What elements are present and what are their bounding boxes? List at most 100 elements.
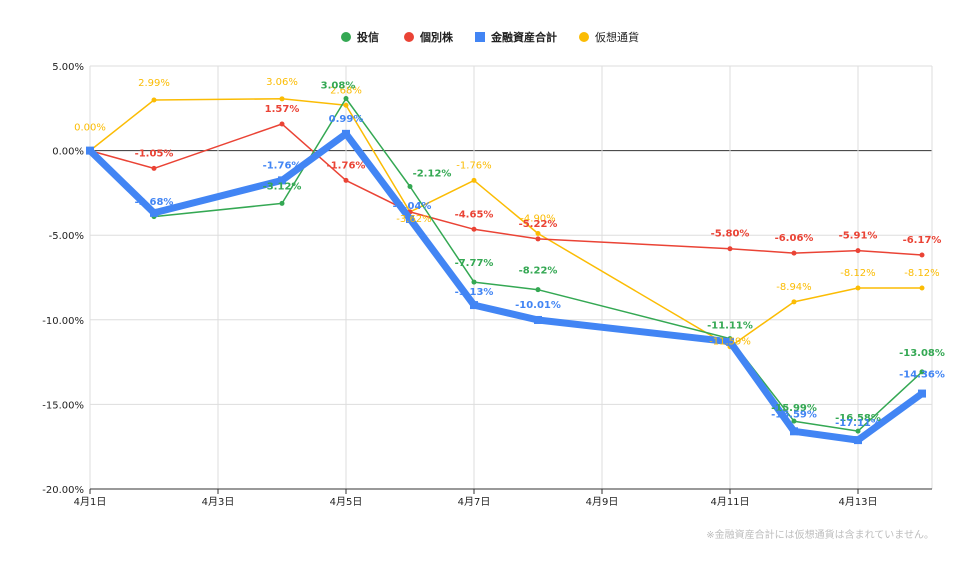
data-point xyxy=(86,146,94,155)
data-point xyxy=(343,102,349,108)
data-label: -16.59% xyxy=(771,409,817,420)
data-point xyxy=(470,301,478,310)
data-label: -8.12% xyxy=(904,268,939,279)
footnote: ※金融資産合計には仮想通貨は含まれていません。 xyxy=(706,530,934,541)
series-lines xyxy=(86,95,926,445)
data-point xyxy=(151,97,157,103)
x-tick-label: 4月7日 xyxy=(458,496,491,508)
x-tick-label: 4月5日 xyxy=(330,496,363,508)
data-label: -8.94% xyxy=(776,282,811,293)
x-tick-label: 4月13日 xyxy=(838,496,877,508)
data-point xyxy=(791,418,797,424)
axes: 5.00%0.00%-5.00%-10.00%-15.00%-20.00%4月1… xyxy=(42,62,932,508)
x-tick-label: 4月9日 xyxy=(586,496,619,508)
data-point xyxy=(919,285,925,291)
data-label: 2.68% xyxy=(330,85,362,96)
data-point xyxy=(855,285,861,291)
data-point xyxy=(151,165,157,171)
legend-marker xyxy=(475,32,485,42)
data-point xyxy=(535,236,541,242)
data-label: -16.58% xyxy=(835,413,881,424)
legend: 投信 個別株 金融資産合計 仮想通貨 xyxy=(341,30,639,44)
data-label: -1.76% xyxy=(327,160,366,171)
data-point xyxy=(471,226,477,232)
data-point xyxy=(791,250,797,256)
x-tick-label: 4月11日 xyxy=(710,496,749,508)
data-point xyxy=(855,428,861,434)
legend-marker xyxy=(579,32,589,42)
data-label: 1.57% xyxy=(265,104,300,115)
data-point xyxy=(790,427,798,436)
y-tick-label: -20.00% xyxy=(42,485,84,496)
data-point xyxy=(279,121,285,127)
data-point xyxy=(471,177,477,183)
data-label: -7.77% xyxy=(455,258,494,269)
data-point xyxy=(855,248,861,254)
data-point xyxy=(150,208,158,217)
legend-label: 個別株 xyxy=(419,30,454,44)
data-point xyxy=(343,95,349,101)
legend-label: 金融資産合計 xyxy=(490,30,557,44)
data-label: -3.68% xyxy=(135,197,174,208)
data-label: -17.11% xyxy=(835,418,881,429)
data-point xyxy=(471,279,477,285)
data-label: -11.59% xyxy=(709,337,751,348)
data-point xyxy=(726,337,734,346)
data-label: -3.12% xyxy=(263,181,302,192)
y-tick-label: -5.00% xyxy=(49,231,84,242)
legend-label: 投信 xyxy=(357,30,379,44)
data-labels: 0.00% 2.99% 3.06% 2.68% -3.62% -1.76% -4.90% -1… xyxy=(74,77,945,429)
data-point xyxy=(407,183,413,189)
data-point xyxy=(535,231,541,237)
data-point xyxy=(406,214,414,223)
data-point xyxy=(535,287,541,293)
data-point xyxy=(342,129,350,138)
data-label: 0.99% xyxy=(329,114,364,125)
data-point xyxy=(278,176,286,185)
data-label: -5.91% xyxy=(839,231,878,242)
data-label: -1.76% xyxy=(263,160,302,171)
data-label: -3.62% xyxy=(396,214,431,225)
data-label: -5.80% xyxy=(711,229,750,240)
data-label: -9.13% xyxy=(455,287,494,298)
x-tick-label: 4月3日 xyxy=(202,496,235,508)
data-point xyxy=(343,177,349,183)
data-label: -2.12% xyxy=(413,168,452,179)
data-label: 0.00% xyxy=(74,123,106,134)
data-label: -4.65% xyxy=(455,209,494,220)
y-tick-label: 0.00% xyxy=(52,147,84,158)
legend-marker xyxy=(404,32,414,42)
data-point xyxy=(727,246,733,252)
x-tick-label: 4月1日 xyxy=(74,496,107,508)
data-label: -1.05% xyxy=(135,148,174,159)
data-label: -8.12% xyxy=(840,268,875,279)
data-label: -11.11% xyxy=(707,321,753,332)
data-point xyxy=(791,299,797,305)
legend-marker xyxy=(341,32,351,42)
data-point xyxy=(854,436,862,445)
data-label: -5.22% xyxy=(519,219,558,230)
y-tick-label: -15.00% xyxy=(42,400,84,411)
data-label: -6.06% xyxy=(775,233,814,244)
data-label: -4.90% xyxy=(520,214,555,225)
data-point xyxy=(534,315,542,324)
data-label: -10.01% xyxy=(515,300,561,311)
data-label: -14.36% xyxy=(899,370,945,381)
legend-label: 仮想通貨 xyxy=(595,30,639,44)
data-label: -8.22% xyxy=(519,266,558,277)
data-point xyxy=(919,252,925,258)
data-label: -1.76% xyxy=(456,160,491,171)
data-label: 3.08% xyxy=(321,80,356,91)
y-tick-label: -10.00% xyxy=(42,316,84,327)
data-label: 3.06% xyxy=(266,77,298,88)
data-label: 2.99% xyxy=(138,78,170,89)
y-tick-label: 5.00% xyxy=(52,62,84,73)
data-label: -6.17% xyxy=(903,235,942,246)
data-point xyxy=(919,369,925,375)
grid xyxy=(89,65,933,490)
data-point xyxy=(279,200,285,206)
data-point xyxy=(279,96,285,102)
data-label: -15.99% xyxy=(771,403,817,414)
